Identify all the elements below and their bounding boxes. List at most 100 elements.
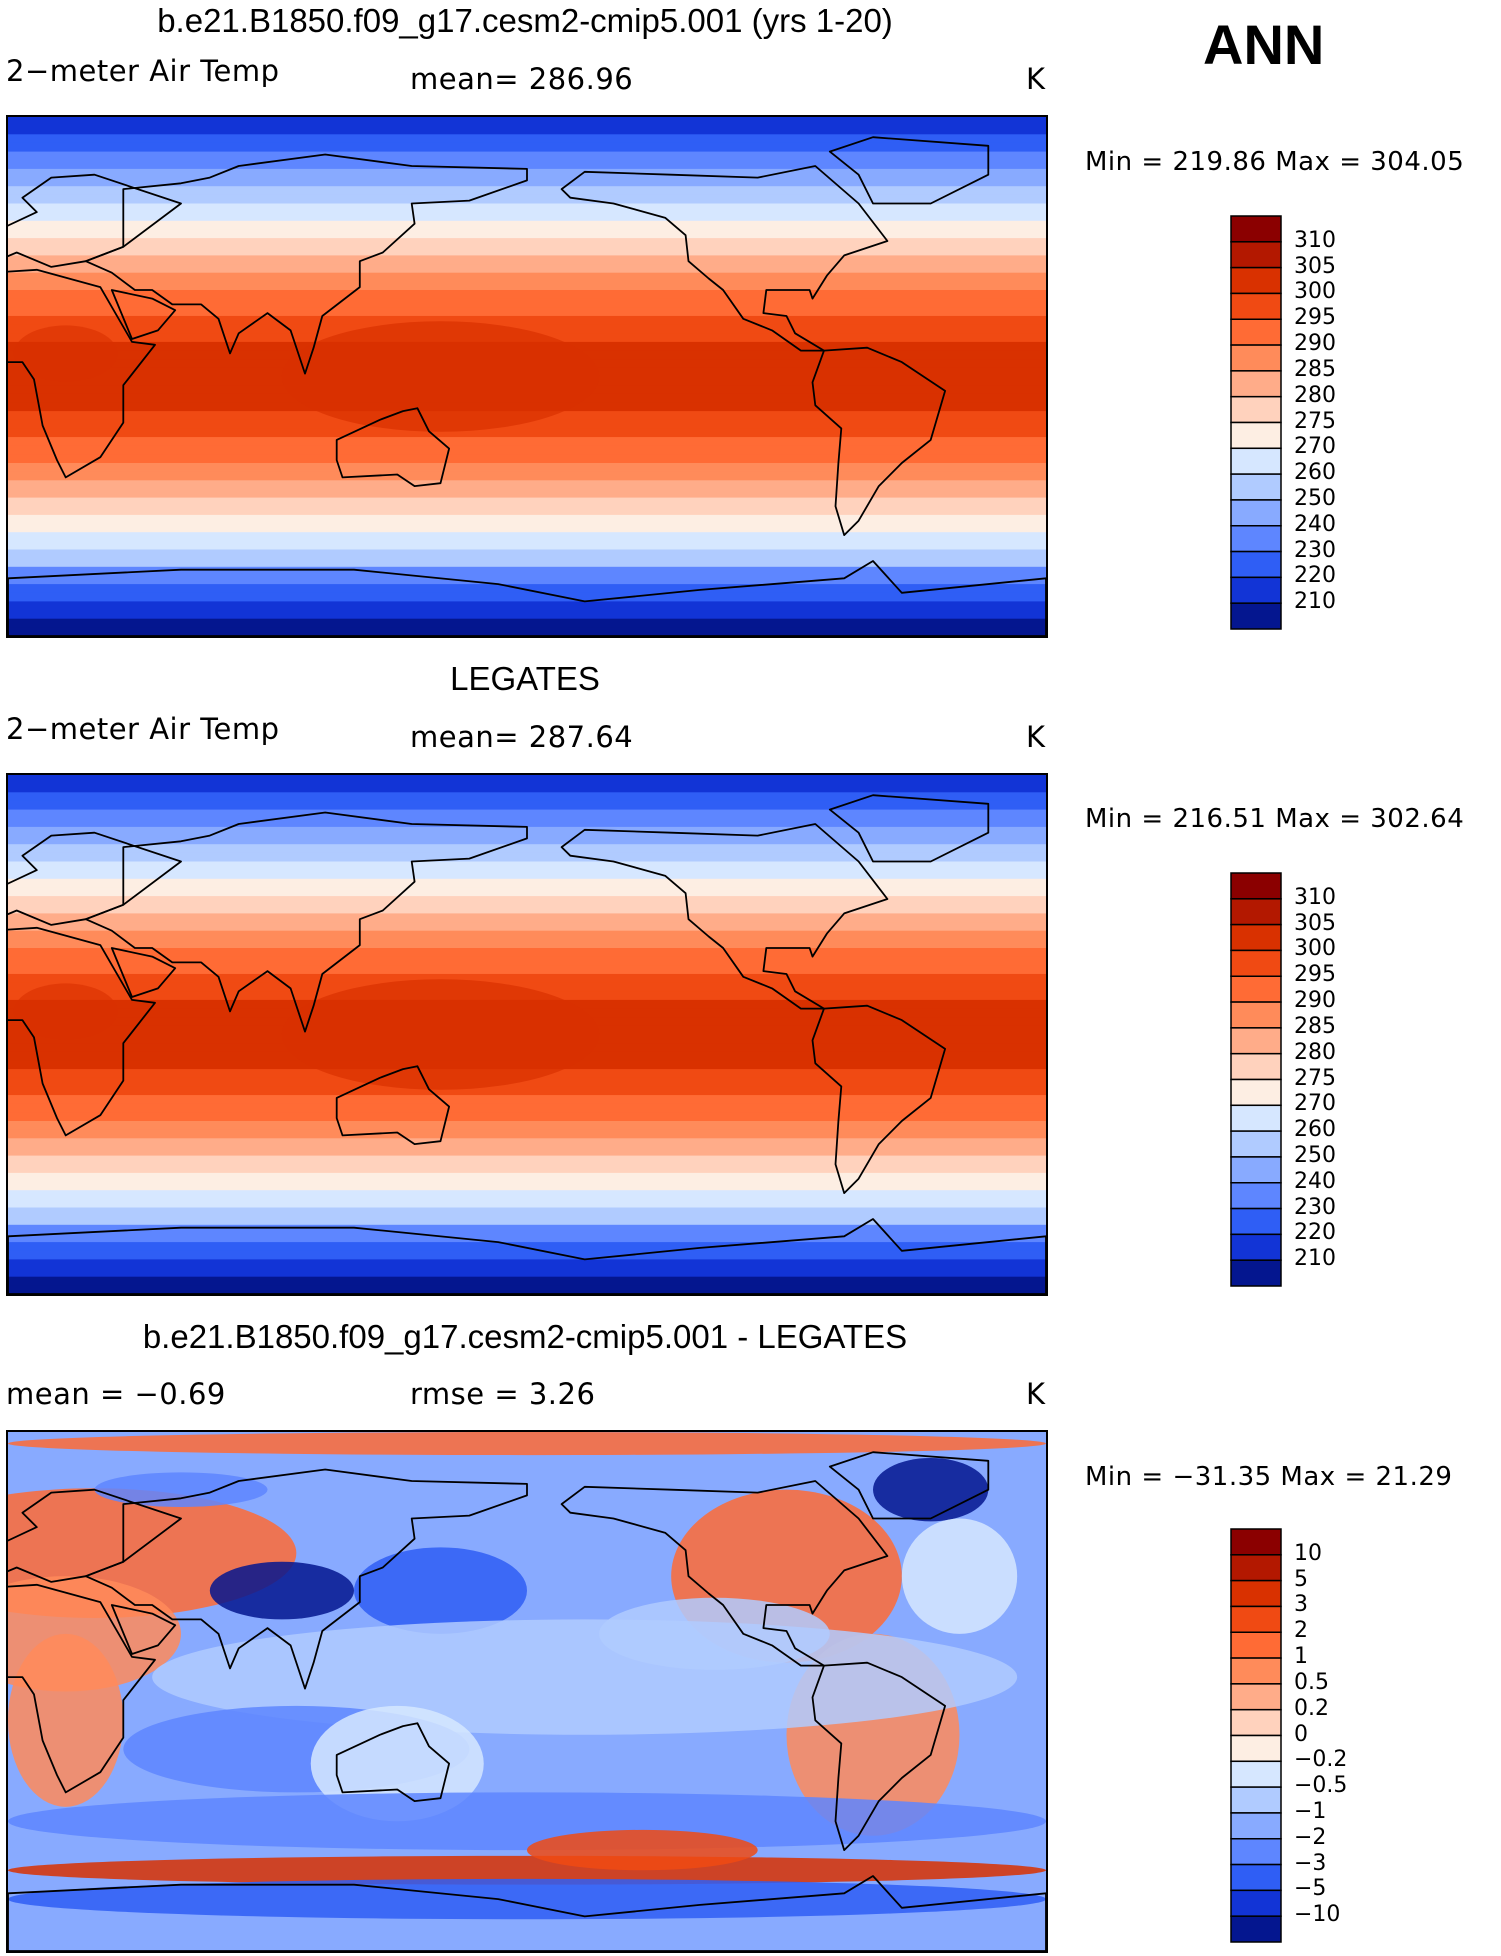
colorbar-swatch — [1230, 1027, 1282, 1055]
colorbar-swatch — [1230, 1734, 1282, 1763]
coastline — [110, 947, 177, 998]
panel-1-variable: 2−meter Air Temp — [6, 54, 280, 88]
colorbar-tick-label: −0.5 — [1294, 1773, 1348, 1799]
colorbar-swatch — [1230, 1528, 1282, 1556]
panel-3-unit: K — [1026, 1377, 1046, 1411]
colorbar-tick-label: 220 — [1294, 1220, 1336, 1246]
colorbar-swatch — [1230, 370, 1282, 398]
colorbar-swatch — [1230, 1078, 1282, 1107]
panel-1-map — [6, 115, 1048, 638]
panel-1-title: b.e21.B1850.f09_g17.cesm2-cmip5.001 (yrs… — [157, 2, 893, 39]
colorbar-tick-label: 260 — [1294, 1117, 1336, 1143]
colorbar-swatch — [1230, 1786, 1282, 1814]
panel-3-mean: mean = −0.69 — [6, 1377, 226, 1411]
colorbar-tick-label: −2 — [1294, 1824, 1327, 1850]
colorbar-tick-label: 210 — [1294, 1246, 1336, 1272]
colorbar-tick-label: 305 — [1294, 253, 1336, 279]
coastline — [84, 153, 528, 375]
colorbar-tick-label: 0 — [1294, 1721, 1308, 1747]
colorbar-tick-label: 270 — [1294, 1091, 1336, 1117]
colorbar-swatch — [1230, 318, 1282, 346]
colorbar-swatch — [1230, 473, 1282, 501]
colorbar-swatch — [1230, 1631, 1282, 1659]
colorbar-tick-label: 300 — [1294, 279, 1336, 305]
colorbar-tick-label: −3 — [1294, 1850, 1327, 1876]
colorbar-tick-label: 3 — [1294, 1592, 1308, 1618]
colorbar-tick-label: 1 — [1294, 1644, 1308, 1670]
colorbar-swatch — [1230, 1760, 1282, 1788]
colorbar-tick-label: 290 — [1294, 988, 1336, 1014]
coastline — [8, 173, 182, 268]
panel-2-title: LEGATES — [450, 660, 600, 697]
colorbar-tick-label: 230 — [1294, 1194, 1336, 1220]
panel-2-map — [6, 773, 1048, 1296]
colorbar-tick-label: −0.2 — [1294, 1747, 1348, 1773]
panel-1-colorbar: 310 305 300 295 290 285 280 275 270 260 250 240 230 2… — [1230, 215, 1336, 630]
season-label: ANN — [1203, 13, 1325, 76]
colorbar-swatch — [1230, 1233, 1282, 1261]
colorbar-swatch — [1230, 898, 1282, 926]
colorbar-swatch — [1230, 1708, 1282, 1737]
colorbar-tick-label: 2 — [1294, 1618, 1308, 1644]
panel-2-variable: 2−meter Air Temp — [6, 712, 280, 746]
colorbar-swatch — [1230, 1579, 1282, 1608]
panel-2-colorbar: 310 305 300 295 290 285 280 275 270 260 250 240 230 2… — [1230, 872, 1336, 1287]
panel-3-title: b.e21.B1850.f09_g17.cesm2-cmip5.001 - LE… — [142, 1318, 908, 1355]
colorbar-tick-label: 10 — [1294, 1540, 1322, 1566]
colorbar-tick-label: 285 — [1294, 1013, 1336, 1039]
coastline — [8, 560, 1046, 636]
colorbar-tick-label: 5 — [1294, 1566, 1308, 1592]
colorbar-swatch — [1230, 1683, 1282, 1711]
coastline — [84, 811, 528, 1033]
colorbar-tick-label: 220 — [1294, 563, 1336, 589]
coastline — [8, 831, 182, 926]
coastline — [811, 1004, 946, 1195]
coastline — [335, 1065, 451, 1146]
colorbar-tick-label: 305 — [1294, 910, 1336, 936]
colorbar-swatch — [1230, 395, 1282, 424]
colorbar-swatch — [1230, 1889, 1282, 1917]
colorbar-tick-label: 275 — [1294, 408, 1336, 434]
colorbar-swatch — [1230, 215, 1282, 243]
colorbar-swatch — [1230, 1554, 1282, 1582]
colorbar-swatch — [1230, 344, 1282, 372]
panel-2-unit: K — [1026, 720, 1046, 754]
colorbar-swatch — [1230, 1259, 1282, 1287]
panel-3-colorbar: 10 5 3 2 1 0.5 0.2 0 −0.2 −0.5 −1 −2 −3 −5 −10 — [1230, 1528, 1347, 1943]
colorbar-tick-label: 275 — [1294, 1065, 1336, 1091]
colorbar-swatch — [1230, 1207, 1282, 1236]
colorbar-swatch — [1230, 1001, 1282, 1029]
coastline — [8, 1583, 156, 1794]
colorbar-tick-label: 300 — [1294, 936, 1336, 962]
colorbar-tick-label: −5 — [1294, 1876, 1327, 1902]
colorbar-swatch — [1230, 576, 1282, 604]
panel-1-unit: K — [1026, 62, 1046, 96]
colorbar-swatch — [1230, 1104, 1282, 1132]
colorbar-swatch — [1230, 1130, 1282, 1158]
colorbar-tick-label: 310 — [1294, 884, 1336, 910]
colorbar-tick-label: 290 — [1294, 331, 1336, 357]
colorbar-tick-label: 210 — [1294, 589, 1336, 615]
colorbar-swatch — [1230, 602, 1282, 630]
coastline — [828, 1451, 990, 1520]
coastline — [828, 136, 990, 205]
panel-1-mean: mean= 286.96 — [410, 62, 634, 96]
colorbar-tick-label: 230 — [1294, 537, 1336, 563]
coastline — [8, 1218, 1046, 1294]
colorbar-swatch — [1230, 975, 1282, 1003]
colorbar-tick-label: −1 — [1294, 1798, 1327, 1824]
colorbar-swatch — [1230, 872, 1282, 900]
coastline — [8, 268, 156, 479]
colorbar-tick-label: 0.2 — [1294, 1695, 1329, 1721]
colorbar-swatch — [1230, 266, 1282, 295]
coastline — [335, 1722, 451, 1803]
coastline — [8, 1488, 182, 1583]
colorbar-tick-label: 295 — [1294, 962, 1336, 988]
coastline — [560, 165, 889, 352]
colorbar-tick-label: 295 — [1294, 305, 1336, 331]
panel-3-map — [6, 1430, 1048, 1953]
colorbar-tick-label: 280 — [1294, 1039, 1336, 1065]
colorbar-swatch — [1230, 1863, 1282, 1892]
colorbar-swatch — [1230, 1605, 1282, 1633]
colorbar-swatch — [1230, 1812, 1282, 1840]
